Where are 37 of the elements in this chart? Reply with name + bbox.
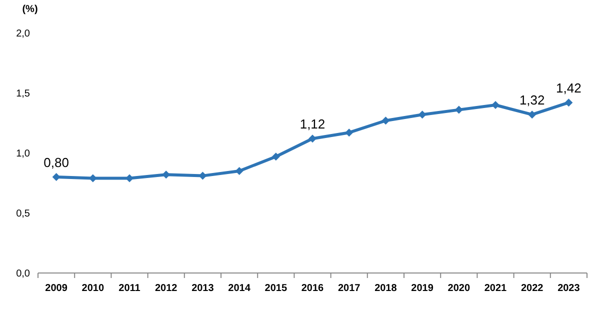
x-tick-label: 2017 [338,283,361,294]
point [528,110,536,119]
point [52,173,60,181]
point [382,116,390,125]
point [308,134,316,143]
point [418,110,426,119]
x-tick-label: 2010 [82,283,104,294]
x-tick-label: 2023 [558,283,580,294]
point [564,98,573,107]
y-axis-title: (%) [22,4,38,15]
point [454,106,463,114]
x-tick-label: 2015 [264,283,288,294]
data-label: 1,12 [300,116,326,132]
x-tick-label: 2021 [484,283,508,294]
x-tick-label: 2013 [192,283,214,294]
x-tick-label: 2019 [411,283,434,294]
x-tick-label: 2016 [301,283,324,294]
x-tick-label: 2012 [154,283,178,294]
data-label: 0,80 [44,155,69,170]
point [272,152,280,161]
point [126,174,134,182]
point [235,167,244,175]
y-tick-label: 0,0 [16,268,30,280]
y-tick-label: 0,5 [16,208,30,220]
point [492,101,500,109]
x-tick-label: 2014 [228,283,251,294]
x-tick-label: 2020 [448,283,470,294]
x-tick-label: 2022 [520,283,544,294]
x-tick-label: 2018 [374,283,398,294]
y-tick-label: 1,0 [16,148,30,160]
x-tick-label: 2011 [118,283,141,294]
data-label: 1,32 [519,92,545,108]
point [345,128,354,137]
y-tick-label: 2,0 [16,28,30,40]
data-label: 1,42 [556,80,582,96]
y-tick-label: 1,5 [16,88,30,100]
x-tick-label: 2009 [45,283,68,294]
